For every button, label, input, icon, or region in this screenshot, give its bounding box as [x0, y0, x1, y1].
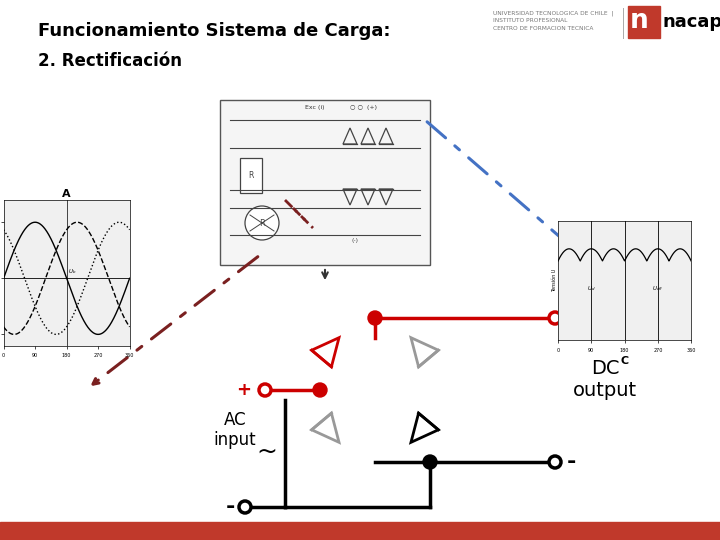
Circle shape — [245, 206, 279, 240]
Text: UNIVERSIDAD TECNOLOGICA DE CHILE  |: UNIVERSIDAD TECNOLOGICA DE CHILE | — [493, 10, 613, 16]
Text: CENTRO DE FORMACION TECNICA: CENTRO DE FORMACION TECNICA — [493, 26, 593, 31]
Text: nacap: nacap — [662, 13, 720, 31]
Text: DC
output: DC output — [573, 360, 637, 401]
Text: AC
input: AC input — [214, 410, 256, 449]
Bar — [240, 158, 262, 193]
Bar — [0, 522, 720, 540]
Text: R: R — [259, 219, 265, 227]
Text: Exc (i): Exc (i) — [305, 105, 325, 110]
X-axis label: C: C — [621, 356, 629, 366]
Circle shape — [549, 312, 561, 324]
Y-axis label: Tensión U: Tensión U — [552, 269, 557, 293]
Circle shape — [239, 501, 251, 513]
Text: +: + — [567, 308, 585, 328]
Text: 2. Rectificación: 2. Rectificación — [38, 52, 182, 70]
Circle shape — [423, 455, 437, 469]
Text: $U_d$: $U_d$ — [587, 284, 595, 293]
Title: A: A — [63, 189, 71, 199]
Text: ~: ~ — [256, 440, 277, 464]
Text: $U_b$: $U_b$ — [68, 267, 76, 275]
Circle shape — [549, 456, 561, 468]
Text: ○ ○  (+): ○ ○ (+) — [350, 105, 377, 110]
Bar — [628, 6, 660, 38]
Text: R: R — [248, 171, 253, 179]
Text: INSTITUTO PROFESIONAL: INSTITUTO PROFESIONAL — [493, 18, 567, 23]
Text: -: - — [225, 497, 235, 517]
Circle shape — [368, 311, 382, 325]
Text: n: n — [630, 8, 649, 34]
Circle shape — [313, 383, 327, 397]
Bar — [220, 100, 430, 265]
Text: Funcionamiento Sistema de Carga:: Funcionamiento Sistema de Carga: — [38, 22, 390, 40]
Text: $U_{eff}$: $U_{eff}$ — [652, 284, 664, 293]
Text: +: + — [236, 381, 251, 399]
Text: (-): (-) — [351, 238, 359, 243]
Text: -: - — [567, 452, 577, 472]
Circle shape — [259, 384, 271, 396]
